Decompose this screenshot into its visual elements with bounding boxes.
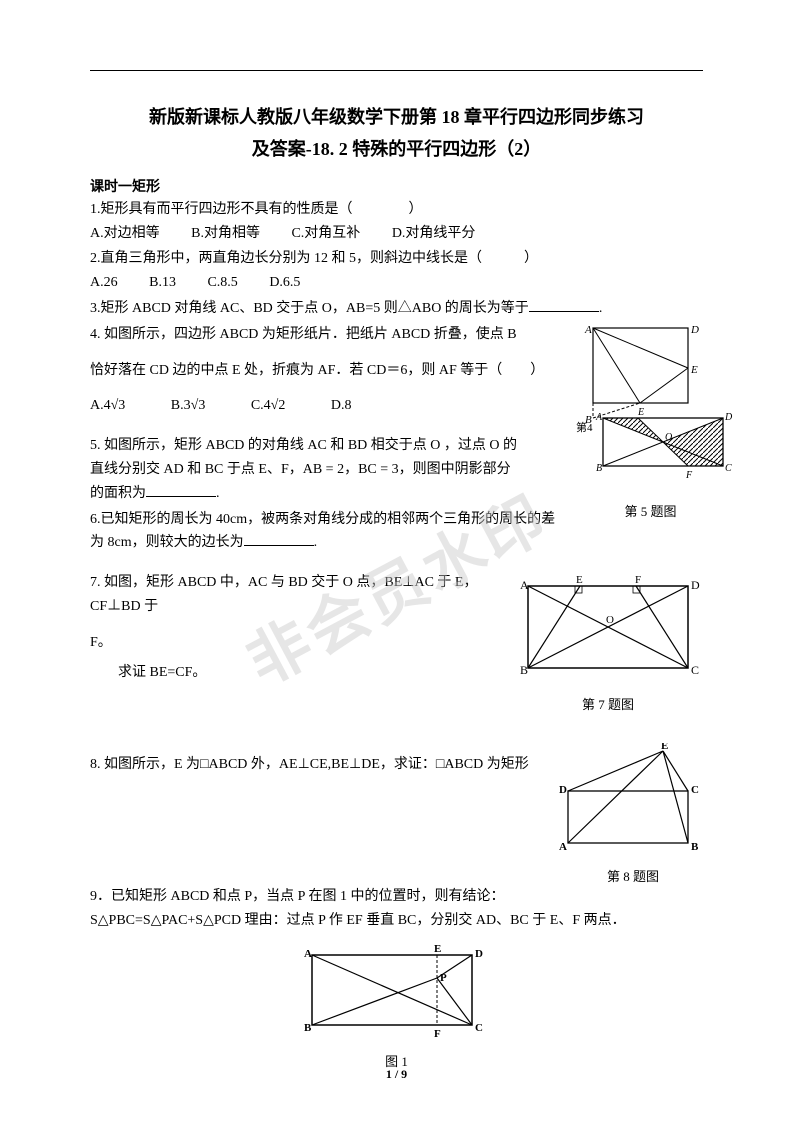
figure-9: A D B C E F P 图 1 [287, 943, 507, 1070]
svg-text:A: A [520, 578, 529, 592]
svg-text:P: P [440, 972, 447, 984]
svg-text:F: F [685, 470, 693, 481]
q7-block: 7. 如图，矩形 ABCD 中，AC 与 BD 交于 O 点，BE⊥AC 于 E… [90, 571, 703, 721]
q2-opt-c: C.8.5 [207, 275, 237, 290]
q4-line1: 4. 如图所示，四边形 ABCD 为矩形纸片．把纸片 ABCD 折叠，使点 B [90, 327, 517, 342]
page-content: 新版新课标人教版八年级数学下册第 18 章平行四边形同步练习 及答案-18. 2… [90, 101, 703, 1070]
svg-text:C: C [725, 463, 732, 474]
svg-text:B: B [304, 1022, 312, 1034]
svg-text:D: D [724, 412, 733, 423]
svg-text:A: A [559, 841, 567, 853]
svg-text:C: C [475, 1022, 483, 1034]
q7-line3: 求证 BE=CF。 [90, 665, 206, 680]
q5-line1: 5. 如图所示，矩形 ABCD 的对角线 AC 和 BD 相交于点 O ，过点 … [90, 438, 517, 453]
q1-opt-d: D.对角线平分 [392, 226, 476, 241]
q4-opt-d: D.8 [331, 398, 352, 413]
svg-text:E: E [661, 743, 668, 752]
svg-text:E: E [576, 576, 583, 586]
q1-text: 1.矩形具有而平行四边形不具有的性质是（ ） [90, 202, 423, 217]
question-9: 9．已知矩形 ABCD 和点 P，当点 P 在图 1 中的位置时，则有结论： S… [90, 885, 703, 933]
q8-block: 8. 如图所示，E 为□ABCD 外，AE⊥CE,BE⊥DE，求证：□ABCD … [90, 753, 703, 883]
figure-4-5: A D E B A E D B [568, 323, 733, 520]
figure-8: E D C A B 第 8 题图 [553, 743, 713, 885]
q2-opt-a: A.26 [90, 275, 118, 290]
q1-opt-b: B.对角相等 [191, 226, 260, 241]
svg-text:B: B [691, 841, 699, 853]
svg-text:F: F [635, 576, 641, 586]
blank-6 [244, 532, 314, 546]
title-line-1: 新版新课标人教版八年级数学下册第 18 章平行四边形同步练习 [90, 101, 703, 133]
svg-text:B: B [520, 663, 528, 677]
q2-opt-d: D.6.5 [269, 275, 300, 290]
svg-text:D: D [475, 948, 483, 960]
question-2: 2.直角三角形中，两直角边长分别为 12 和 5，则斜边中线长是（ ） A.26… [90, 247, 703, 295]
q1-opt-a: A.对边相等 [90, 226, 160, 241]
q4-opt-a: A.4√3 [90, 398, 125, 413]
svg-text:D: D [691, 578, 700, 592]
svg-text:C: C [691, 663, 699, 677]
svg-text:F: F [434, 1028, 441, 1040]
page-number: 1 / 9 [0, 1067, 793, 1082]
svg-text:O: O [665, 432, 672, 443]
svg-text:D: D [690, 324, 699, 336]
header-rule [90, 70, 703, 71]
q1-opt-c: C.对角互补 [291, 226, 360, 241]
blank-5 [146, 483, 216, 497]
title-line-2: 及答案-18. 2 特殊的平行四边形（2） [90, 133, 703, 165]
fig7-caption: 第 7 题图 [513, 694, 703, 713]
q4-q5-block: A D E B A E D B [90, 323, 703, 506]
q9-line2: S△PBC=S△PAC+S△PCD 理由：过点 P 作 EF 垂直 BC，分别交… [90, 913, 626, 928]
svg-text:E: E [690, 364, 698, 376]
svg-text:B: B [596, 463, 602, 474]
q7-line2: F。 [90, 635, 112, 650]
q9-line1: 9．已知矩形 ABCD 和点 P，当点 P 在图 1 中的位置时，则有结论： [90, 889, 504, 904]
svg-text:E: E [434, 943, 441, 955]
svg-text:第4: 第4 [576, 420, 593, 434]
q5-line3: 的面积为 [90, 486, 146, 501]
figure-7: A D B C E F O 第 7 题图 [513, 576, 703, 713]
svg-text:A: A [595, 412, 603, 423]
fig8-caption: 第 8 题图 [553, 866, 713, 885]
q3-text: 3.矩形 ABCD 对角线 AC、BD 交于点 O，AB=5 则△ABO 的周长… [90, 301, 529, 316]
q5-line2: 直线分别交 AD 和 BC 于点 E、F，AB = 2，BC = 3，则图中阴影… [90, 462, 511, 477]
q2-text: 2.直角三角形中，两直角边长分别为 12 和 5，则斜边中线长是（ ） [90, 251, 538, 266]
fig5-caption: 第 5 题图 [568, 501, 733, 520]
section-header: 课时一矩形 [90, 176, 703, 196]
q4-line2: 恰好落在 CD 边的中点 E 处，折痕为 AF．若 CD＝6，则 AF 等于（ … [90, 363, 544, 378]
q8-text: 8. 如图所示，E 为□ABCD 外，AE⊥CE,BE⊥DE，求证：□ABCD … [90, 757, 529, 772]
q2-opt-b: B.13 [149, 275, 176, 290]
q7-line1: 7. 如图，矩形 ABCD 中，AC 与 BD 交于 O 点，BE⊥AC 于 E… [90, 575, 478, 614]
q6-line2: 为 8cm，则较大的边长为 [90, 535, 244, 550]
q4-opt-c: C.4√2 [251, 398, 286, 413]
svg-text:E: E [637, 407, 644, 418]
q4-opt-b: B.3√3 [171, 398, 206, 413]
question-1: 1.矩形具有而平行四边形不具有的性质是（ ） A.对边相等 B.对角相等 C.对… [90, 198, 703, 246]
svg-text:A: A [584, 324, 592, 336]
svg-text:A: A [304, 948, 312, 960]
svg-text:D: D [559, 784, 567, 796]
q6-line1: 6.已知矩形的周长为 40cm，被两条对角线分成的相邻两个三角形的周长的差 [90, 512, 555, 527]
question-3: 3.矩形 ABCD 对角线 AC、BD 交于点 O，AB=5 则△ABO 的周长… [90, 297, 703, 321]
svg-text:O: O [606, 614, 614, 626]
blank-3 [529, 298, 599, 312]
svg-text:C: C [691, 784, 699, 796]
